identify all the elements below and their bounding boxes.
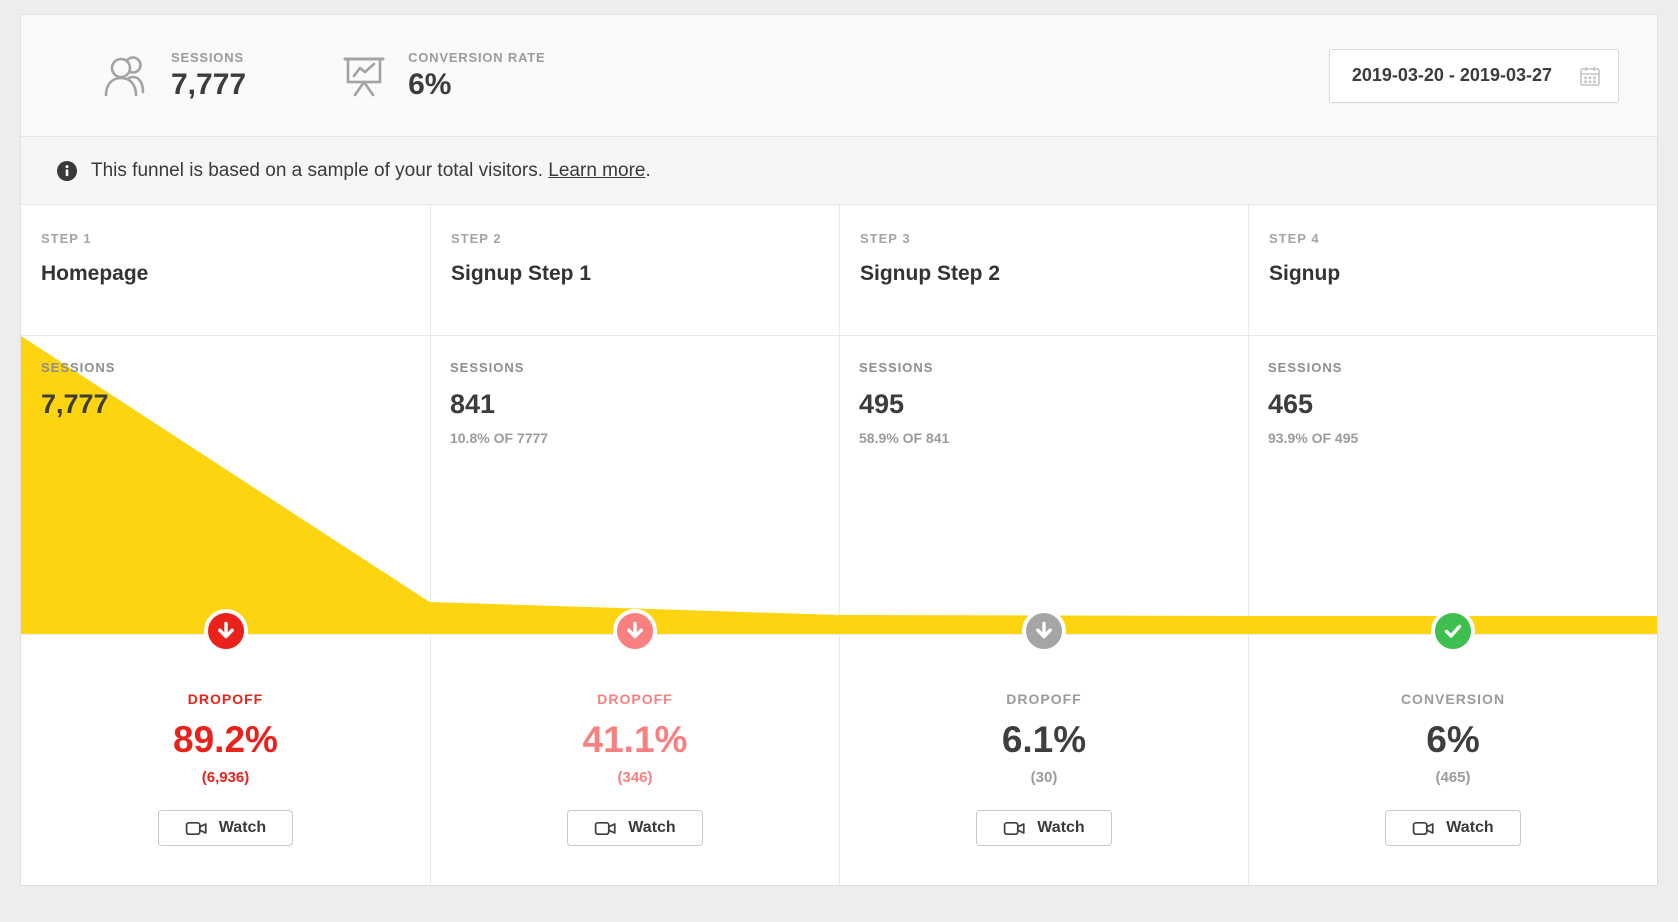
- sessions-kpi-label: SESSIONS: [171, 49, 244, 65]
- step-number-label: STEP 4: [1269, 231, 1320, 246]
- metric-label: CONVERSION: [1400, 691, 1506, 707]
- step-header-3: STEP 3 Signup Step 2: [839, 205, 1248, 335]
- conversion-rate-kpi-value: 6%: [408, 67, 452, 101]
- sessions-kpi-value: 7,777: [171, 67, 247, 101]
- step-title: Homepage: [41, 262, 149, 285]
- sessions-label: SESSIONS: [859, 360, 934, 375]
- metric-label: DROPOFF: [597, 691, 673, 707]
- checkmark-icon: [1444, 624, 1462, 638]
- step-header-1: STEP 1 Homepage: [21, 205, 430, 335]
- dropoff-panel-3: DROPOFF 6.1% (30) Watch: [839, 609, 1248, 885]
- banner-period: .: [645, 159, 651, 181]
- info-icon: [57, 160, 77, 181]
- banner-text: This funnel is based on a sample of your…: [91, 160, 651, 182]
- summary-header: SESSIONS 7,777 CONVERSION RATE 6% 2019-0…: [21, 15, 1657, 137]
- sessions-share: 58.9% OF 841: [859, 430, 950, 446]
- step-number-label: STEP 2: [451, 231, 502, 246]
- arrow-down-icon: [627, 621, 643, 639]
- step-header-4: STEP 4 Signup: [1248, 205, 1657, 335]
- funnel-area-shape: [21, 336, 1657, 634]
- watch-button-label: Watch: [628, 819, 676, 836]
- metric-value: 89.2%: [173, 719, 278, 760]
- funnel-visualization: SESSIONS 7,777 SESSIONS 841 10.8% OF 777…: [21, 336, 1657, 634]
- step-number-label: STEP 1: [41, 231, 92, 246]
- step-sessions-4: SESSIONS 465 93.9% OF 495: [1248, 336, 1657, 634]
- step-sessions-2: SESSIONS 841 10.8% OF 7777: [430, 336, 839, 634]
- dropoff-panel-2: DROPOFF 41.1% (346) Watch: [430, 609, 839, 885]
- sessions-value: 841: [450, 389, 496, 419]
- sampling-info-banner: This funnel is based on a sample of your…: [21, 137, 1657, 205]
- metric-count: (30): [1030, 769, 1058, 786]
- date-range-picker[interactable]: 2019-03-20 - 2019-03-27: [1328, 48, 1619, 103]
- video-camera-icon: [185, 821, 207, 835]
- step-number-label: STEP 3: [860, 231, 911, 246]
- watch-button[interactable]: Watch: [567, 810, 703, 846]
- step-title: Signup Step 1: [451, 262, 592, 285]
- sessions-share: 93.9% OF 495: [1268, 430, 1359, 446]
- metric-value: 6.1%: [1001, 719, 1087, 760]
- step-sessions-3: SESSIONS 495 58.9% OF 841: [839, 336, 1248, 634]
- users-icon: [104, 55, 145, 96]
- watch-button[interactable]: Watch: [157, 810, 294, 846]
- metric-count: (6,936): [201, 769, 250, 786]
- watch-button-label: Watch: [1037, 819, 1085, 836]
- conversion-rate-kpi: CONVERSION RATE 6%: [338, 50, 545, 102]
- sessions-kpi: SESSIONS 7,777: [101, 50, 246, 102]
- watch-button-label: Watch: [218, 819, 267, 836]
- funnel-report-card: SESSIONS 7,777 CONVERSION RATE 6% 2019-0…: [20, 14, 1658, 886]
- metric-value: 41.1%: [582, 719, 688, 760]
- metric-count: (346): [617, 769, 653, 786]
- sessions-value: 495: [859, 389, 905, 419]
- presentation-chart-icon: [343, 57, 385, 96]
- watch-button[interactable]: Watch: [1385, 810, 1521, 846]
- date-range-value: 2019-03-20 - 2019-03-27: [1351, 65, 1552, 85]
- sessions-kpi-text: SESSIONS 7,777: [171, 50, 246, 102]
- metric-count: (465): [1435, 769, 1471, 786]
- dropoff-panel-1: DROPOFF 89.2% (6,936) Watch: [21, 609, 430, 885]
- watch-button-label: Watch: [1446, 819, 1494, 836]
- arrow-down-icon: [217, 621, 234, 639]
- conversion-check-badge: [1431, 609, 1475, 653]
- dropoff-arrow-badge: [203, 609, 248, 653]
- step-header-row: STEP 1 Homepage STEP 2 Signup Step 1 STE…: [21, 205, 1657, 336]
- metric-value: 6%: [1426, 719, 1480, 760]
- step-title: Signup Step 2: [860, 262, 1001, 285]
- step-title: Signup: [1269, 262, 1341, 285]
- step-header-2: STEP 2 Signup Step 1: [430, 205, 839, 335]
- metrics-row: DROPOFF 89.2% (6,936) Watch DROPOFF: [21, 609, 1657, 885]
- learn-more-link[interactable]: Learn more: [548, 159, 646, 181]
- video-camera-icon: [595, 821, 616, 835]
- banner-message: This funnel is based on a sample of your…: [91, 159, 544, 181]
- sessions-label: SESSIONS: [41, 360, 116, 375]
- video-camera-icon: [1413, 821, 1434, 835]
- dropoff-arrow-badge: [613, 609, 657, 653]
- calendar-icon: [1580, 66, 1600, 86]
- conversion-rate-kpi-text: CONVERSION RATE 6%: [408, 50, 545, 102]
- arrow-down-icon: [1036, 621, 1052, 639]
- sessions-value: 465: [1268, 389, 1314, 419]
- conversion-rate-kpi-label: CONVERSION RATE: [408, 49, 546, 65]
- metric-label: DROPOFF: [187, 691, 264, 707]
- dropoff-arrow-badge: [1022, 609, 1066, 653]
- sessions-value: 7,777: [41, 389, 109, 419]
- conversion-panel: CONVERSION 6% (465) Watch: [1248, 609, 1657, 885]
- sessions-share: 10.8% OF 7777: [450, 430, 549, 446]
- sessions-label: SESSIONS: [1268, 360, 1343, 375]
- metric-label: DROPOFF: [1006, 691, 1082, 707]
- watch-button[interactable]: Watch: [976, 810, 1112, 846]
- sessions-label: SESSIONS: [450, 360, 525, 375]
- step-sessions-1: SESSIONS 7,777: [21, 336, 430, 634]
- video-camera-icon: [1004, 821, 1025, 835]
